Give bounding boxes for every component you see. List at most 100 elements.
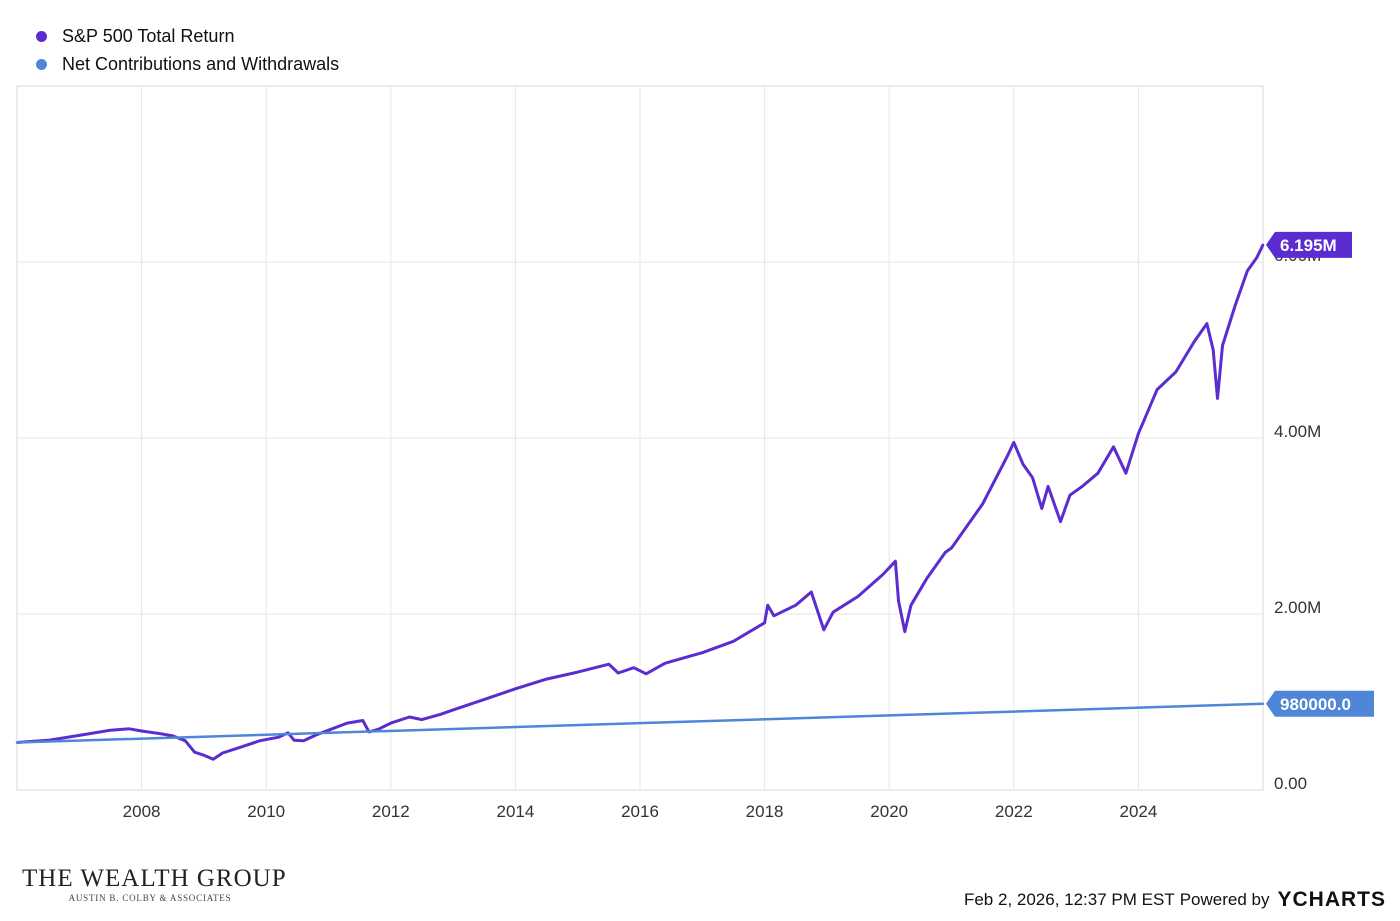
series-point-0 <box>909 604 913 607</box>
series-point-0 <box>140 729 143 733</box>
series-point-0 <box>1233 304 1237 308</box>
series-point-0 <box>576 670 579 674</box>
series-point-0 <box>1012 441 1015 444</box>
series-point-1 <box>1261 702 1265 705</box>
x-tick-label: 2016 <box>621 802 659 821</box>
series-point-0 <box>950 546 953 550</box>
series-point-0 <box>856 595 860 598</box>
end-label-tag <box>1266 690 1374 717</box>
series-point-0 <box>1137 432 1140 435</box>
series-point-0 <box>1261 243 1265 246</box>
series-point-0 <box>184 739 187 742</box>
y-tick-label: 4.00M <box>1274 422 1321 441</box>
chart-footer: Feb 2, 2026, 12:37 PM EST Powered by YCH… <box>964 888 1386 912</box>
series-point-0 <box>688 655 691 658</box>
brand-name: THE WEALTH GROUP <box>22 865 287 892</box>
series-point-0 <box>1112 445 1115 448</box>
series-point-0 <box>897 599 900 602</box>
series-point-0 <box>127 727 131 730</box>
series-point-0 <box>663 662 667 665</box>
x-tick-label: 2022 <box>995 802 1033 821</box>
legend-label-sp500: S&P 500 Total Return <box>62 25 235 46</box>
series-point-0 <box>1193 340 1196 343</box>
series-point-0 <box>1246 269 1249 272</box>
series-point-0 <box>202 754 206 757</box>
ycharts-logo[interactable]: YCHARTS <box>1277 888 1386 911</box>
x-tick-label: 2014 <box>496 802 534 821</box>
series-point-0 <box>766 604 769 607</box>
series-point-0 <box>903 630 906 633</box>
series-point-0 <box>617 671 620 675</box>
wealth-group-logo: THE WEALTH GROUP AUSTIN B. COLBY & ASSOC… <box>22 865 287 904</box>
series-point-0 <box>1212 348 1215 352</box>
series-point-0 <box>1124 472 1128 475</box>
series-point-0 <box>831 611 835 614</box>
series-point-0 <box>701 651 704 654</box>
x-tick-label: 2008 <box>123 802 161 821</box>
series-point-0 <box>772 614 776 617</box>
series-point-0 <box>439 713 442 716</box>
series-point-0 <box>894 560 897 563</box>
series-point-0 <box>293 739 296 742</box>
series-point-0 <box>78 734 81 737</box>
line-chart: 2008 2010 2012 2014 2016 2018 2020 2022 2024 0.00… <box>15 85 1374 821</box>
x-tick-label: 2020 <box>870 802 908 821</box>
series-point-0 <box>277 736 280 739</box>
series-point-0 <box>1059 520 1062 523</box>
series-point-0 <box>221 751 224 755</box>
legend-dot-sp500 <box>36 30 47 42</box>
series-point-0 <box>1068 494 1072 497</box>
legend-item-sp500[interactable]: S&P 500 Total Return <box>36 22 339 50</box>
series-point-0 <box>193 751 196 754</box>
series-point-0 <box>1006 454 1009 457</box>
series-point-0 <box>327 729 330 732</box>
legend-dot-contributions <box>36 58 47 70</box>
series-point-0 <box>732 640 735 643</box>
legend-item-contributions[interactable]: Net Contributions and Withdrawals <box>36 50 339 78</box>
series-point-0 <box>944 551 947 554</box>
series-point-0 <box>361 719 364 722</box>
series-point-0 <box>1031 476 1034 479</box>
series-point-0 <box>925 577 928 580</box>
series-point-0 <box>1046 485 1050 488</box>
series-point-0 <box>258 739 262 742</box>
timestamp: Feb 2, 2026, 12:37 PM EST <box>963 890 1175 909</box>
series-point-0 <box>346 721 349 725</box>
x-tick-label: 2018 <box>746 802 784 821</box>
series-point-0 <box>240 745 243 749</box>
series-point-0 <box>810 590 813 594</box>
series-point-0 <box>981 502 984 506</box>
series-point-0 <box>451 708 455 712</box>
legend-label-contributions: Net Contributions and Withdrawals <box>62 53 340 74</box>
series-point-0 <box>1216 397 1219 400</box>
series-point-0 <box>607 663 611 666</box>
y-tick-label: 2.00M <box>1274 598 1321 617</box>
series-point-0 <box>1205 322 1209 325</box>
series-point-0 <box>302 739 305 742</box>
series-point-0 <box>881 573 885 576</box>
y-tick-label: 0.00 <box>1274 774 1307 793</box>
series-point-0 <box>514 687 517 690</box>
series-point-0 <box>545 677 548 681</box>
x-tick-label: 2024 <box>1119 802 1157 821</box>
series-point-0 <box>1174 370 1178 374</box>
series-point-0 <box>1255 256 1259 259</box>
series-point-0 <box>822 628 825 631</box>
series-point-0 <box>1155 388 1159 391</box>
x-tick-label: 2010 <box>247 802 285 821</box>
series-point-0 <box>1096 472 1100 475</box>
series-point-0 <box>212 758 215 761</box>
series-point-0 <box>763 621 766 624</box>
series-line-1 <box>16 702 1264 744</box>
chart-legend: S&P 500 Total Return Net Contributions a… <box>36 22 339 78</box>
series-point-0 <box>1040 507 1044 510</box>
series-point-0 <box>1081 485 1084 488</box>
end-label-tag <box>1266 231 1352 258</box>
series-point-0 <box>483 698 486 701</box>
brand-tagline: AUSTIN B. COLBY & ASSOCIATES <box>68 893 232 903</box>
powered-by-text: Powered by <box>1179 890 1270 909</box>
series-point-0 <box>1221 344 1224 347</box>
series-point-0 <box>632 666 635 669</box>
series-point-0 <box>645 672 648 675</box>
series-point-0 <box>1021 463 1025 466</box>
